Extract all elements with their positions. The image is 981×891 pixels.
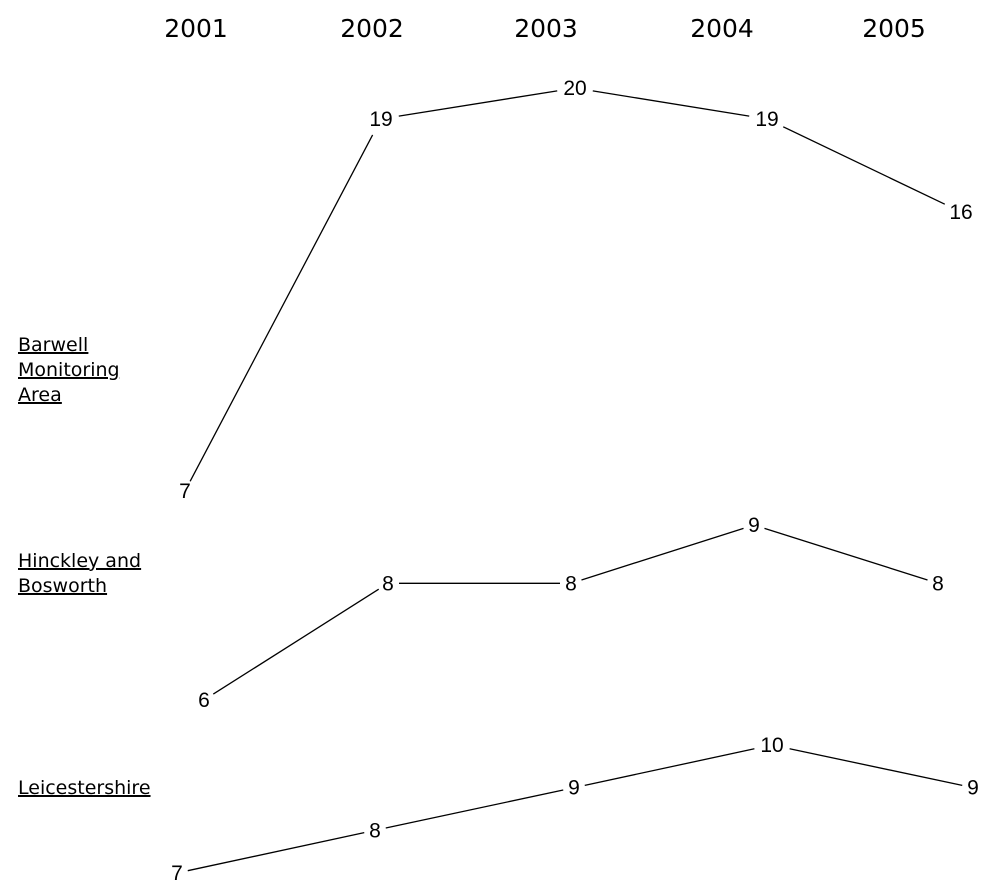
series-name-2: Hinckley and Bosworth bbox=[18, 550, 141, 597]
series-2-segment bbox=[764, 527, 928, 581]
year-label-2001: 2001 bbox=[164, 14, 228, 43]
series-3-segment bbox=[385, 789, 564, 829]
series-3-segment bbox=[584, 748, 755, 786]
data-label: 19 bbox=[369, 108, 392, 131]
data-label: 16 bbox=[949, 201, 972, 224]
data-label: 9 bbox=[568, 777, 580, 800]
series-name-line: Monitoring bbox=[18, 359, 120, 381]
series-1-segment bbox=[189, 134, 374, 482]
series-2-segment bbox=[581, 527, 744, 581]
data-label: 9 bbox=[748, 514, 760, 537]
series-3-segment bbox=[789, 748, 963, 787]
data-label: 6 bbox=[198, 689, 210, 712]
series-name-line: Bosworth bbox=[18, 575, 107, 597]
data-label: 8 bbox=[565, 572, 577, 595]
year-label-2002: 2002 bbox=[340, 14, 404, 43]
data-label: 8 bbox=[382, 572, 394, 595]
data-label: 9 bbox=[967, 777, 979, 800]
series-name-line: Leicestershire bbox=[18, 777, 151, 799]
year-axis: 2001 2002 2003 2004 2005 bbox=[164, 14, 926, 43]
data-label: 7 bbox=[171, 862, 183, 885]
data-label: 20 bbox=[563, 77, 586, 100]
year-label-2004: 2004 bbox=[690, 14, 754, 43]
data-label: 10 bbox=[760, 734, 783, 757]
series-name-line: Area bbox=[18, 384, 62, 406]
series-1-segment bbox=[592, 90, 750, 117]
data-label: 8 bbox=[369, 819, 381, 842]
series-1-segment bbox=[782, 126, 946, 205]
series-2-segment bbox=[212, 588, 380, 695]
data-label: 8 bbox=[932, 572, 944, 595]
series-1-segment bbox=[398, 90, 558, 117]
series-name-3: Leicestershire bbox=[18, 777, 151, 799]
year-label-2005: 2005 bbox=[862, 14, 926, 43]
series-name-line: Hinckley and bbox=[18, 550, 141, 572]
series-labels: Barwell Monitoring Area Hinckley and Boswort… bbox=[18, 334, 151, 799]
year-label-2003: 2003 bbox=[514, 14, 578, 43]
data-label: 7 bbox=[179, 480, 191, 503]
data-label: 19 bbox=[755, 108, 778, 131]
series-name-line: Barwell bbox=[18, 334, 88, 356]
series-3-segment bbox=[187, 832, 365, 872]
value-labels: 7 19 20 19 16 6 8 8 9 8 7 8 9 10 9 bbox=[171, 77, 979, 885]
series-name-1: Barwell Monitoring Area bbox=[18, 334, 120, 406]
series-lines bbox=[187, 90, 963, 872]
